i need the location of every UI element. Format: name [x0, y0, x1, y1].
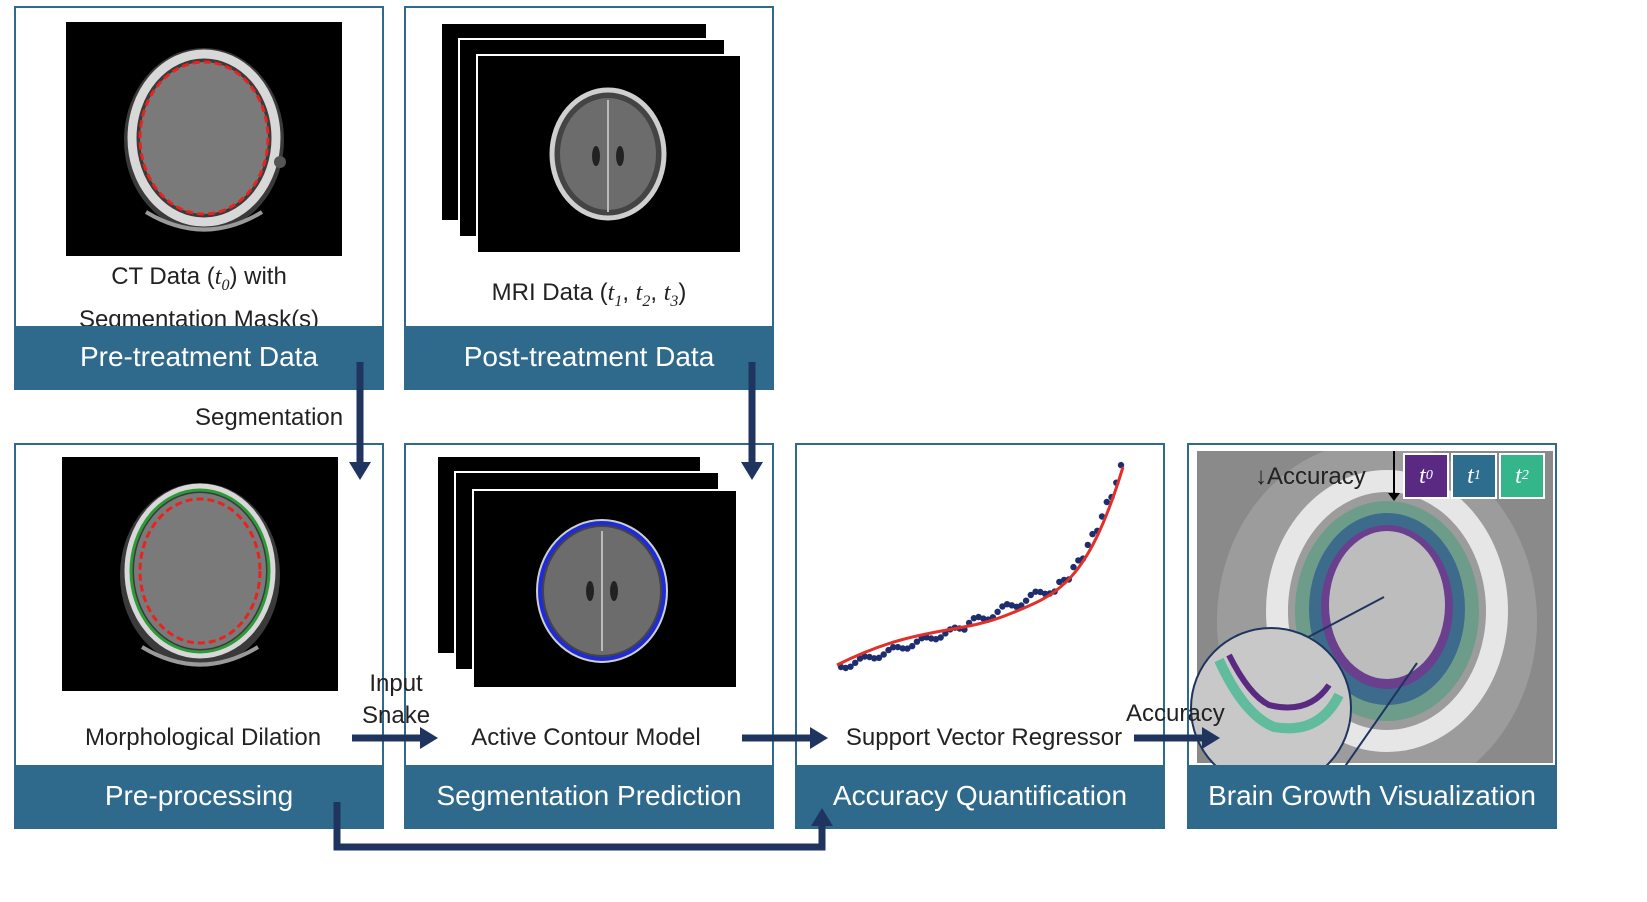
svr-data-point	[880, 651, 887, 658]
svr-data-point	[871, 655, 878, 662]
svr-fit-curve	[836, 466, 1125, 667]
svr-data-point	[890, 644, 897, 651]
accuracy-down-arrow-icon	[1393, 451, 1395, 497]
svr-data-point	[1056, 578, 1063, 586]
svr-data-point	[899, 645, 906, 652]
svr-data-point	[913, 638, 921, 645]
svr-data-point	[1037, 588, 1044, 596]
accuracy-down-arrowhead-icon	[1388, 493, 1400, 501]
segmentation-prediction-panel: Active Contour Model Segmentation Predic…	[404, 443, 774, 829]
segmentation-label: Segmentation	[195, 404, 344, 431]
svr-data-point	[852, 659, 859, 666]
svr-data-point	[1103, 498, 1110, 506]
svr-data-point	[894, 643, 902, 651]
svr-data-point	[928, 635, 935, 642]
svr-data-point	[1032, 588, 1039, 595]
pre-treatment-title: Pre-treatment Data	[16, 326, 382, 388]
svr-data-point	[1008, 602, 1015, 609]
dilation-image	[62, 457, 338, 691]
accuracy-quantification-title: Accuracy Quantification	[797, 765, 1163, 827]
input-snake-label: Input Snake	[362, 670, 431, 729]
pre-treatment-panel: CT Data (t0) with Segmentation Mask(s) P…	[14, 6, 384, 390]
svr-data-point	[909, 642, 916, 650]
post-treatment-panel: MRI Data (t1, t2, t3) Post-treatment Dat…	[404, 6, 774, 390]
mri-caption: MRI Data (t1, t2, t3)	[491, 279, 687, 310]
svr-data-point	[1117, 461, 1125, 469]
svr-data-point	[994, 608, 1001, 615]
active-contour-caption: Active Contour Model	[471, 724, 701, 751]
svr-data-point	[1070, 563, 1077, 571]
ct-scan-image	[66, 22, 342, 256]
mri-scan-image	[476, 54, 742, 254]
growth-accuracy-label: ↓Accuracy	[1255, 463, 1366, 490]
post-treatment-title: Post-treatment Data	[406, 326, 772, 388]
segmentation-prediction-title: Segmentation Prediction	[406, 765, 772, 827]
accuracy-arrow-label: Accuracy	[1126, 700, 1225, 727]
pre-processing-title: Pre-processing	[16, 765, 382, 827]
svr-data-point	[1022, 597, 1030, 604]
svr-data-point	[1089, 530, 1096, 538]
svr-data-point	[932, 636, 940, 643]
svr-data-point	[861, 653, 868, 660]
svr-data-point	[842, 664, 849, 672]
svr-data-point	[1084, 541, 1091, 549]
snake-scan-image	[472, 489, 738, 689]
svr-data-point	[885, 646, 892, 654]
svr-caption: Support Vector Regressor	[845, 724, 1123, 751]
svr-data-point	[875, 654, 883, 661]
svr-data-point	[1027, 591, 1034, 599]
accuracy-quantification-panel: Support Vector Regressor Accuracy Quanti…	[795, 443, 1165, 829]
svr-plot	[836, 461, 1125, 672]
dilation-caption: Morphological Dilation	[84, 724, 322, 751]
svr-data-point	[847, 663, 854, 670]
brain-growth-title: Brain Growth Visualization	[1189, 765, 1555, 827]
pre-processing-panel: Morphological Dilation Pre-processing	[14, 443, 384, 829]
svr-data-point	[904, 645, 911, 652]
svr-data-point	[937, 634, 944, 641]
